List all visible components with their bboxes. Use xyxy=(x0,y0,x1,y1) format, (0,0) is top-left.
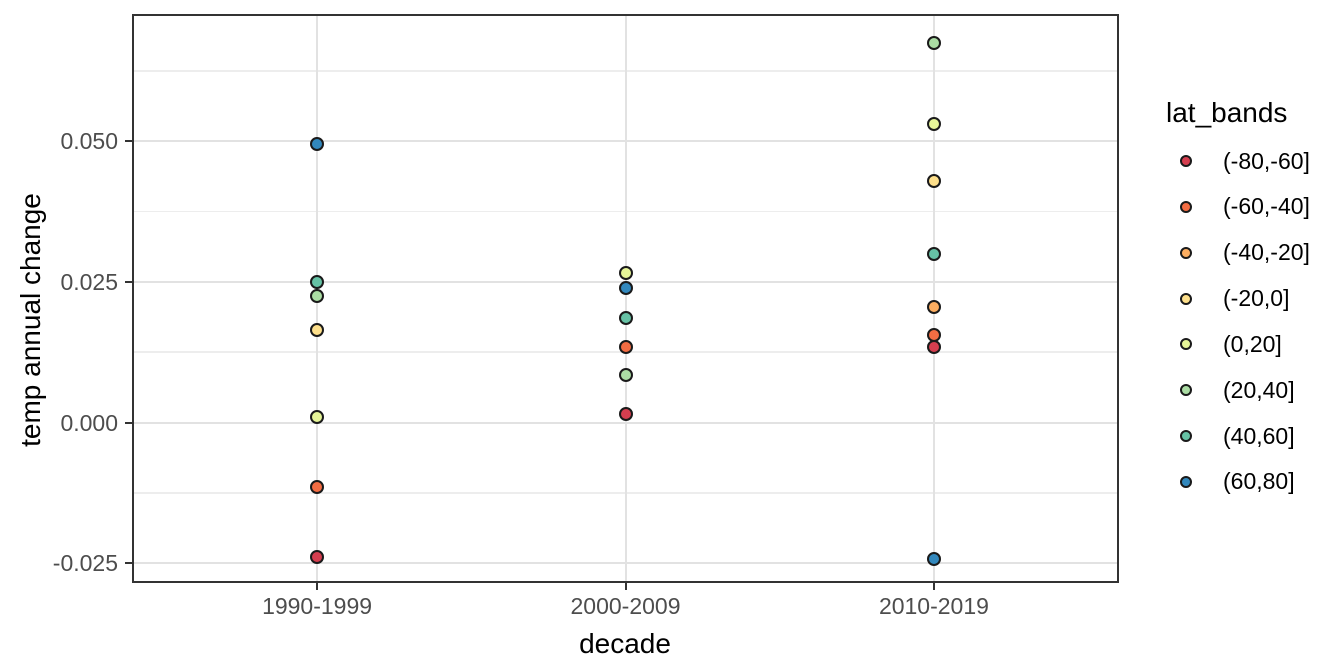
legend-item: (-80,-60] xyxy=(1166,138,1310,184)
y-tick-label: 0.025 xyxy=(60,268,118,295)
gridline-major-v xyxy=(624,16,627,581)
y-tick-mark xyxy=(125,140,132,143)
data-point xyxy=(310,549,325,564)
x-tick-label: 2000-2009 xyxy=(570,593,681,619)
legend-item-label: (60,80] xyxy=(1223,468,1295,495)
legend-item-label: (40,60] xyxy=(1223,422,1295,449)
legend-swatch-icon xyxy=(1180,292,1192,305)
x-tick-mark xyxy=(316,583,319,590)
data-point xyxy=(310,137,325,151)
data-point xyxy=(926,246,941,261)
x-tick-mark xyxy=(932,583,935,590)
legend-item-label: (-80,-60] xyxy=(1223,147,1310,174)
legend-title: lat_bands xyxy=(1166,97,1288,128)
legend-item: (40,60] xyxy=(1166,413,1295,459)
data-point xyxy=(618,339,633,354)
legend-item-label: (20,40] xyxy=(1223,376,1295,403)
data-point xyxy=(310,288,325,303)
plot-panel xyxy=(132,14,1119,583)
data-point xyxy=(618,311,633,326)
legend-swatch-icon xyxy=(1180,200,1192,213)
data-point xyxy=(618,280,633,295)
legend-swatch-icon xyxy=(1180,384,1192,397)
legend-swatch-icon xyxy=(1180,246,1192,259)
legend-item: (0,20] xyxy=(1166,321,1282,367)
data-point xyxy=(926,35,941,50)
legend-item-label: (-60,-40] xyxy=(1223,193,1310,220)
legend-item: (-40,-20] xyxy=(1166,230,1310,276)
legend-item: (-60,-40] xyxy=(1166,184,1310,230)
legend-item: (60,80] xyxy=(1166,459,1295,505)
legend-swatch-icon xyxy=(1180,475,1192,488)
data-point xyxy=(618,266,633,281)
data-point xyxy=(926,328,941,343)
y-tick-label: -0.025 xyxy=(52,550,118,577)
y-tick-mark xyxy=(125,421,132,424)
x-axis-title: decade xyxy=(579,628,671,659)
legend-swatch-icon xyxy=(1180,155,1192,167)
legend-item-label: (-40,-20] xyxy=(1223,239,1310,266)
x-tick-label: 2010-2019 xyxy=(878,593,989,619)
x-tick-mark xyxy=(624,583,627,590)
data-point xyxy=(926,552,941,567)
legend-item-label: (0,20] xyxy=(1223,330,1282,357)
legend-item: (20,40] xyxy=(1166,367,1295,413)
legend-item-label: (-20,0] xyxy=(1223,285,1290,312)
legend-swatch-icon xyxy=(1180,430,1192,443)
data-point xyxy=(618,407,633,422)
y-axis-title: temp annual change xyxy=(15,193,46,447)
data-point xyxy=(926,117,941,132)
y-tick-mark xyxy=(125,280,132,283)
data-point xyxy=(926,173,941,188)
data-point xyxy=(310,409,325,424)
data-point xyxy=(926,300,941,315)
y-tick-label: 0.000 xyxy=(60,409,118,436)
gridline-major-v xyxy=(932,16,935,581)
y-tick-mark xyxy=(125,562,132,565)
y-tick-label: 0.050 xyxy=(60,128,118,155)
data-point xyxy=(310,322,325,337)
legend-swatch-icon xyxy=(1180,338,1192,351)
data-point xyxy=(618,367,633,382)
legend-item: (-20,0] xyxy=(1166,276,1289,322)
data-point xyxy=(310,480,325,495)
data-point xyxy=(310,274,325,289)
x-tick-label: 1990-1999 xyxy=(262,593,373,619)
